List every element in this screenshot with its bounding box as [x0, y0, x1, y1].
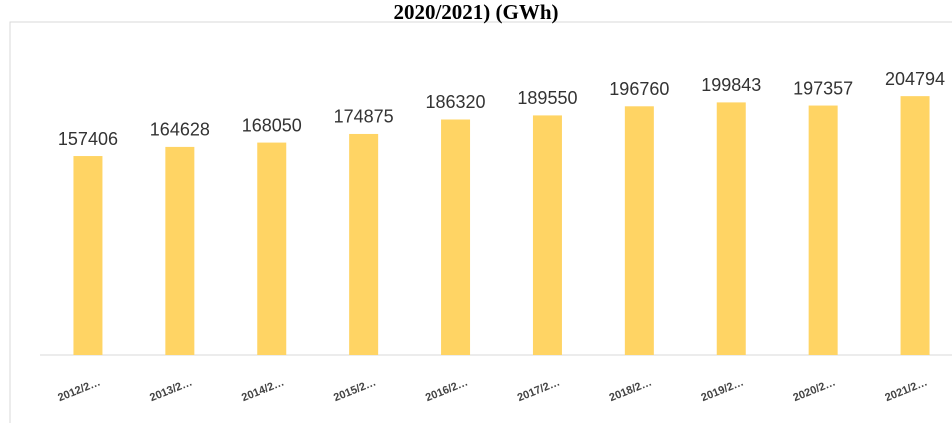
value-label: 174875 — [334, 107, 394, 127]
bar — [624, 106, 654, 356]
value-label: 204794 — [885, 69, 945, 89]
x-tick-label: 2019/2… — [700, 376, 746, 404]
chart-title: 2020/2021) (GWh) — [393, 0, 558, 24]
x-tick-label: 2016/2… — [424, 376, 470, 404]
x-tick-label: 2014/2… — [240, 376, 286, 404]
value-label: 196760 — [609, 79, 669, 99]
bar — [441, 119, 471, 355]
value-label: 157406 — [58, 129, 118, 149]
value-label: 197357 — [793, 78, 853, 98]
bar — [716, 102, 746, 356]
x-tick-label: 2020/2… — [791, 376, 837, 404]
value-label: 164628 — [150, 120, 210, 140]
value-label: 189550 — [517, 88, 577, 108]
bar — [257, 142, 287, 355]
x-tick-label: 2017/2… — [516, 376, 562, 404]
x-tick-label: 2013/2… — [148, 376, 194, 404]
value-label: 186320 — [426, 92, 486, 112]
x-tick-label: 2018/2… — [608, 376, 654, 404]
value-label: 199843 — [701, 75, 761, 95]
x-tick-label: 2015/2… — [332, 376, 378, 404]
bar — [165, 146, 195, 355]
bar — [900, 96, 930, 355]
bar — [808, 105, 838, 356]
value-label: 168050 — [242, 115, 302, 135]
x-tick-label: 2012/2… — [56, 376, 102, 404]
x-tick-label: 2021/2… — [883, 376, 929, 404]
chart-frame — [9, 21, 952, 423]
bar — [349, 133, 379, 355]
bar — [73, 156, 103, 355]
bar — [532, 115, 562, 355]
